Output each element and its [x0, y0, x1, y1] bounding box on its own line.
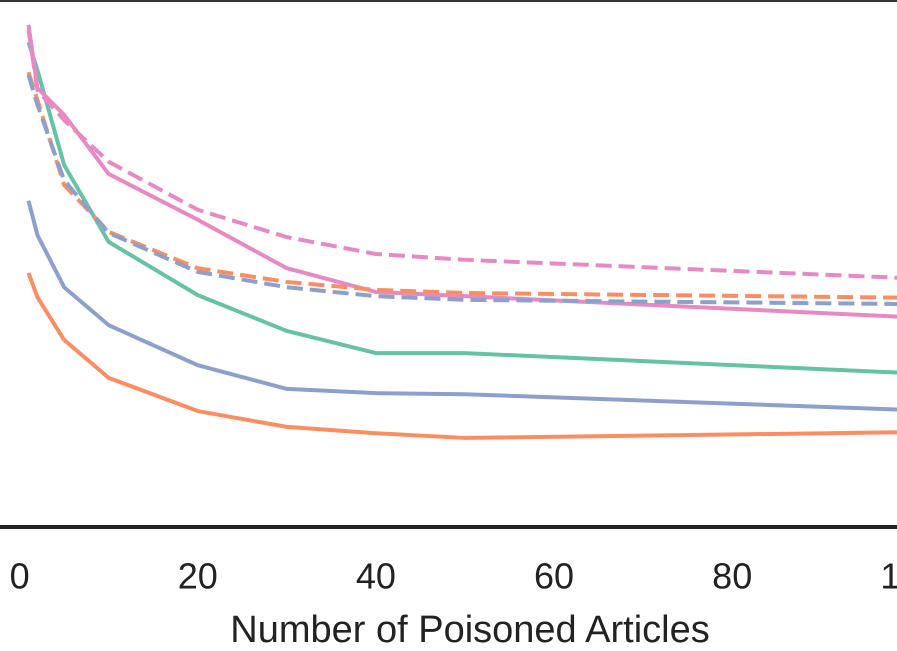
solid-line	[26, 200, 897, 412]
x-tick-label: 100	[880, 556, 897, 597]
dashed-line	[26, 71, 897, 300]
solid-line	[26, 41, 897, 375]
x-tick-label: 40	[356, 556, 396, 597]
x-tick-label: 20	[178, 556, 218, 597]
x-axis-label: Number of Poisoned Articles	[230, 609, 709, 651]
x-tick-label: 80	[712, 556, 752, 597]
solid-line	[26, 24, 897, 319]
dashed-line	[26, 74, 897, 306]
dashed-line	[26, 29, 897, 280]
solid-line	[26, 272, 897, 440]
x-tick-label: 0	[10, 556, 30, 597]
x-tick-label: 60	[534, 556, 574, 597]
